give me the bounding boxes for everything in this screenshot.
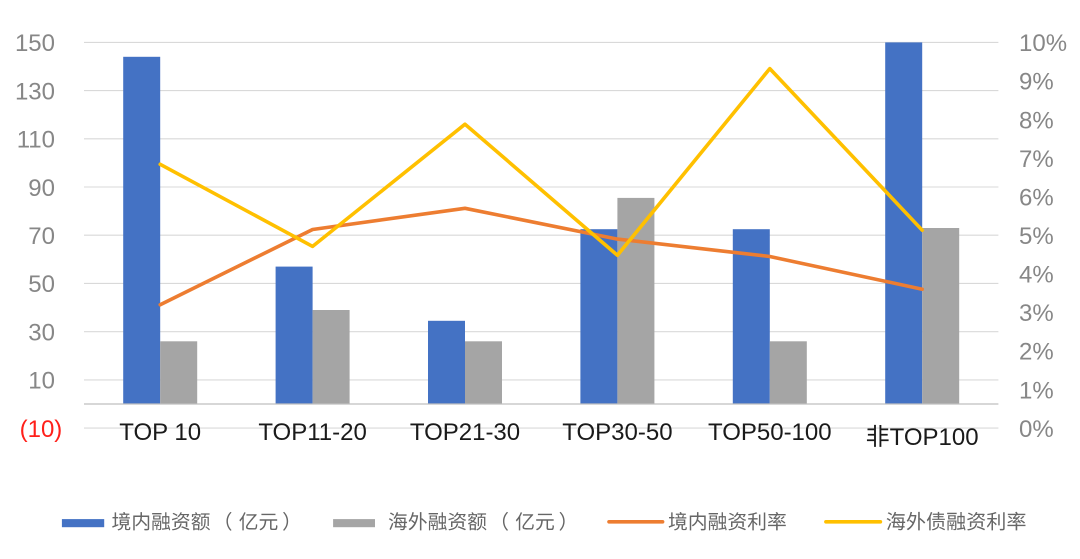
svg-text:TOP 10: TOP 10 — [119, 419, 201, 446]
svg-text:2%: 2% — [1019, 339, 1054, 366]
svg-text:TOP50-100: TOP50-100 — [708, 419, 832, 446]
svg-text:70: 70 — [28, 223, 55, 250]
svg-text:30: 30 — [28, 319, 55, 346]
svg-text:TOP11-20: TOP11-20 — [258, 419, 367, 446]
svg-text:0%: 0% — [1019, 416, 1054, 443]
svg-text:50: 50 — [28, 271, 55, 298]
svg-text:110: 110 — [17, 127, 55, 154]
svg-text:5%: 5% — [1019, 223, 1054, 250]
svg-text:(10): (10) — [20, 416, 63, 443]
svg-text:10: 10 — [28, 368, 55, 395]
svg-text:10%: 10% — [1019, 30, 1067, 57]
svg-text:6%: 6% — [1019, 184, 1054, 211]
svg-text:TOP100: TOP100 — [890, 424, 979, 451]
svg-text:130: 130 — [15, 78, 55, 105]
svg-text:4%: 4% — [1019, 262, 1054, 289]
svg-text:90: 90 — [28, 175, 55, 202]
svg-text:150: 150 — [15, 30, 55, 57]
svg-text:TOP21-30: TOP21-30 — [410, 419, 520, 446]
svg-text:TOP30-50: TOP30-50 — [562, 419, 672, 446]
svg-text:9%: 9% — [1019, 69, 1054, 96]
svg-text:8%: 8% — [1019, 107, 1054, 134]
svg-text:3%: 3% — [1019, 300, 1054, 327]
svg-text:7%: 7% — [1019, 146, 1054, 173]
svg-text:1%: 1% — [1019, 377, 1054, 404]
